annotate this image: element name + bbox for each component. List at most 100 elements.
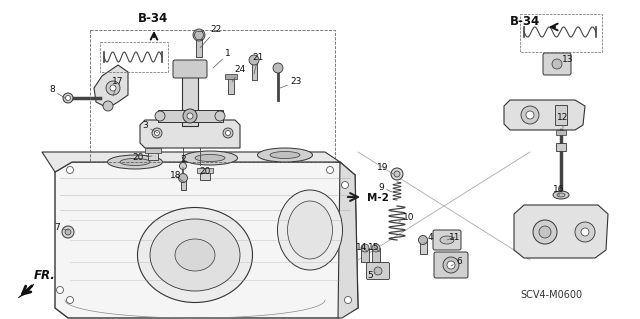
Circle shape — [391, 168, 403, 180]
Circle shape — [581, 228, 589, 236]
Circle shape — [419, 235, 428, 244]
Circle shape — [539, 226, 551, 238]
Polygon shape — [140, 120, 240, 148]
Circle shape — [447, 261, 455, 269]
FancyBboxPatch shape — [367, 263, 390, 279]
Bar — [181, 178, 186, 190]
Circle shape — [223, 128, 233, 138]
Circle shape — [179, 162, 186, 169]
Circle shape — [183, 109, 197, 123]
Polygon shape — [55, 162, 358, 318]
Polygon shape — [338, 162, 358, 318]
Bar — [361, 248, 369, 262]
Circle shape — [526, 111, 534, 119]
Bar — [145, 148, 161, 153]
Circle shape — [575, 222, 595, 242]
Ellipse shape — [108, 155, 163, 169]
Polygon shape — [504, 100, 585, 130]
Circle shape — [65, 95, 70, 100]
Text: 7: 7 — [54, 224, 68, 233]
Circle shape — [372, 244, 380, 252]
Text: 6: 6 — [451, 256, 462, 266]
Text: 21: 21 — [252, 54, 264, 74]
Circle shape — [155, 111, 165, 121]
Bar — [520, 14, 602, 52]
Bar — [556, 143, 566, 151]
Circle shape — [326, 167, 333, 174]
Circle shape — [67, 167, 74, 174]
Text: 9: 9 — [378, 182, 392, 192]
Bar — [182, 68, 198, 126]
Text: 20: 20 — [199, 167, 211, 176]
Polygon shape — [94, 65, 128, 108]
Circle shape — [344, 296, 351, 303]
Circle shape — [443, 257, 459, 273]
FancyBboxPatch shape — [434, 252, 468, 278]
Circle shape — [62, 226, 74, 238]
Bar — [200, 172, 210, 180]
Text: B-34: B-34 — [510, 15, 540, 28]
Ellipse shape — [120, 159, 150, 166]
Circle shape — [273, 63, 283, 73]
Text: 1: 1 — [213, 49, 231, 68]
Text: 5: 5 — [367, 271, 376, 279]
Bar — [158, 110, 223, 122]
Text: 19: 19 — [377, 162, 393, 174]
Circle shape — [533, 220, 557, 244]
Bar — [148, 152, 158, 160]
Circle shape — [106, 81, 120, 95]
Polygon shape — [18, 284, 34, 298]
Text: 17: 17 — [112, 78, 124, 96]
Circle shape — [552, 59, 562, 69]
Text: 23: 23 — [280, 78, 301, 88]
Circle shape — [342, 182, 349, 189]
Circle shape — [215, 111, 225, 121]
Circle shape — [249, 55, 259, 65]
FancyBboxPatch shape — [173, 60, 207, 78]
Circle shape — [179, 174, 188, 182]
Ellipse shape — [287, 201, 333, 259]
Ellipse shape — [257, 148, 312, 162]
Polygon shape — [514, 205, 608, 258]
Circle shape — [374, 267, 382, 275]
Circle shape — [187, 113, 193, 119]
Circle shape — [225, 130, 230, 136]
Bar — [197, 168, 213, 173]
Text: 22: 22 — [200, 26, 221, 48]
Bar — [556, 130, 566, 135]
Circle shape — [110, 85, 116, 91]
Bar — [225, 74, 237, 79]
FancyBboxPatch shape — [543, 53, 571, 75]
Text: 4: 4 — [424, 233, 433, 243]
Text: 10: 10 — [399, 213, 415, 222]
Text: 20: 20 — [132, 153, 152, 162]
Ellipse shape — [175, 239, 215, 271]
Circle shape — [63, 93, 73, 103]
Circle shape — [67, 296, 74, 303]
Circle shape — [152, 128, 162, 138]
FancyBboxPatch shape — [433, 230, 461, 250]
Text: 12: 12 — [557, 114, 569, 128]
Circle shape — [154, 130, 159, 136]
Text: B-34: B-34 — [138, 12, 168, 25]
Text: 24: 24 — [232, 65, 246, 82]
Bar — [555, 105, 567, 125]
Circle shape — [193, 29, 205, 41]
Text: 16: 16 — [553, 184, 564, 196]
Ellipse shape — [195, 154, 225, 161]
Circle shape — [521, 106, 539, 124]
Circle shape — [65, 229, 71, 235]
Bar — [228, 76, 234, 94]
Text: 14: 14 — [356, 242, 368, 252]
Bar — [420, 240, 427, 254]
Text: 11: 11 — [447, 233, 461, 241]
Text: 15: 15 — [368, 242, 380, 252]
Text: 3: 3 — [142, 122, 158, 133]
Text: 2: 2 — [180, 155, 186, 170]
Ellipse shape — [150, 219, 240, 291]
Text: 18: 18 — [170, 172, 184, 182]
Text: FR.: FR. — [34, 269, 56, 282]
Polygon shape — [42, 152, 340, 172]
Circle shape — [103, 101, 113, 111]
Ellipse shape — [182, 151, 237, 165]
